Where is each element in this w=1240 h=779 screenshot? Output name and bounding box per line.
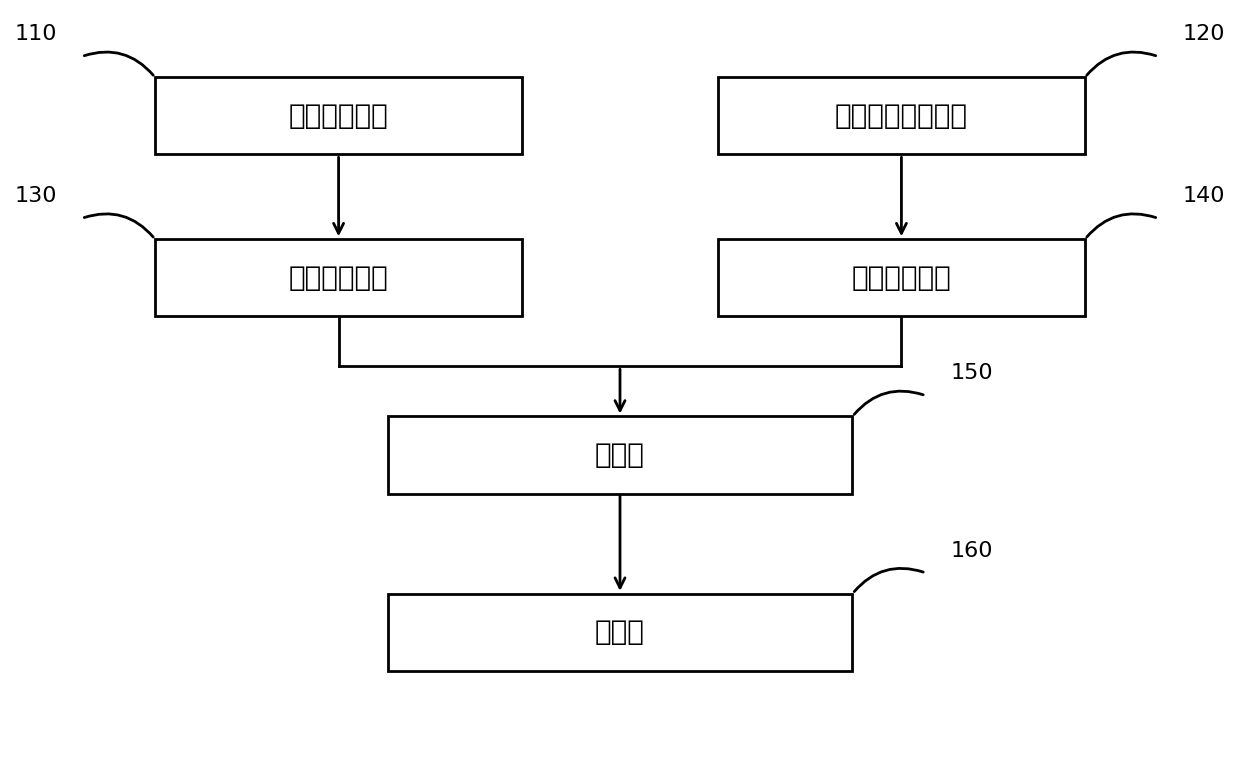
Text: 140: 140: [1183, 186, 1225, 206]
Text: 110: 110: [15, 24, 57, 44]
Text: 第一确定单元: 第一确定单元: [289, 264, 388, 292]
Text: 转速获取单元: 转速获取单元: [289, 102, 388, 130]
Bar: [718, 239, 1085, 316]
Text: 第二确定单元: 第二确定单元: [852, 264, 951, 292]
Text: 130: 130: [15, 186, 57, 206]
Bar: [155, 239, 522, 316]
Text: 120: 120: [1183, 24, 1225, 44]
Text: 处理器: 处理器: [595, 441, 645, 469]
Text: 控制器: 控制器: [595, 619, 645, 647]
Text: 150: 150: [950, 363, 993, 383]
Bar: [388, 594, 852, 671]
Bar: [155, 77, 522, 154]
Text: 电池功率获取单元: 电池功率获取单元: [835, 102, 968, 130]
Text: 160: 160: [950, 541, 993, 561]
Bar: [718, 77, 1085, 154]
Bar: [388, 417, 852, 494]
